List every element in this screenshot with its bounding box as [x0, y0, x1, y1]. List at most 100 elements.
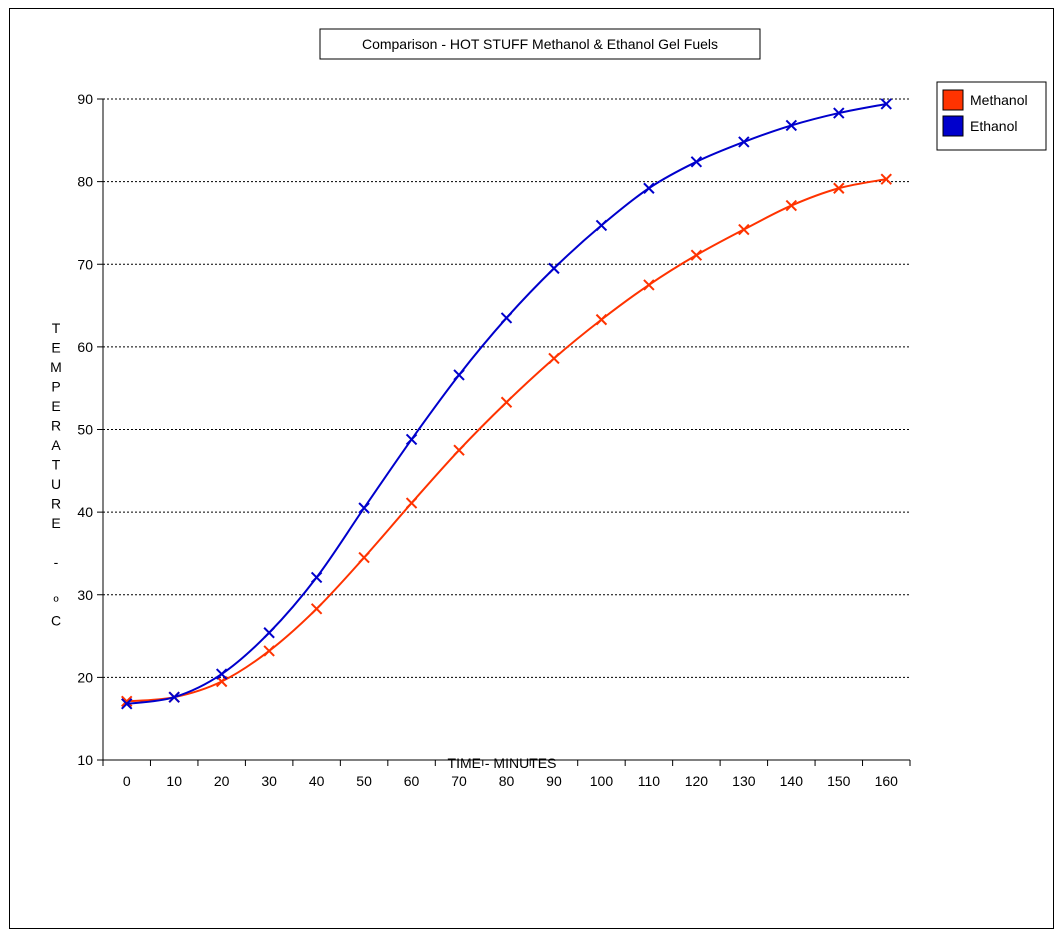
data-point-methanol [785, 199, 798, 212]
data-point-ethanol [215, 668, 228, 680]
marker-stroke [500, 312, 513, 324]
x-tick-label: 50 [356, 773, 372, 789]
marker-stroke [263, 645, 275, 657]
marker-stroke [215, 668, 228, 680]
y-tick-label: 70 [77, 256, 93, 272]
data-point-methanol [310, 603, 323, 615]
marker-stroke [453, 369, 465, 381]
data-point-ethanol [548, 262, 560, 275]
data-point-ethanol [690, 156, 703, 168]
data-point-methanol [690, 249, 703, 261]
x-tick-label: 140 [780, 773, 804, 789]
data-point-ethanol [310, 571, 323, 584]
data-point-methanol [833, 182, 845, 194]
y-axis-title-char: E [51, 340, 60, 356]
data-point-methanol [405, 497, 418, 509]
x-tick-label: 0 [123, 773, 131, 789]
marker-stroke [263, 627, 275, 639]
grid-lines [103, 98, 910, 678]
y-axis-title-char: R [51, 496, 61, 512]
x-tick-label: 20 [214, 773, 230, 789]
y-tick-label: 60 [77, 339, 93, 355]
legend-item-ethanol: Ethanol [942, 115, 1017, 137]
data-point-methanol [453, 444, 465, 456]
x-tick-labels: 0 10 20 30 40 50 60 70 80 90 100 110 120 130 140 150 160 [123, 773, 898, 789]
y-axis-title-char: E [51, 398, 60, 414]
data-point-methanol [548, 352, 560, 365]
x-tick-label: 130 [732, 773, 756, 789]
x-tick-label: 100 [590, 773, 614, 789]
y-tick-label: 50 [77, 422, 93, 438]
chart-title-box: Comparison - HOT STUFF Methanol & Ethano… [319, 28, 761, 60]
data-point-methanol [880, 173, 892, 185]
data-point-ethanol [500, 312, 513, 324]
marker-stroke [595, 313, 608, 326]
legend-item-methanol: Methanol [942, 89, 1028, 111]
marker-stroke [595, 219, 608, 232]
x-tick-label: 40 [309, 773, 325, 789]
marker-stroke [310, 603, 323, 615]
data-point-ethanol [121, 698, 133, 710]
data-point-ethanol [738, 136, 750, 148]
y-axis-title-char: - [54, 554, 59, 570]
data-point-methanol [121, 695, 133, 708]
data-point-ethanol [880, 98, 892, 110]
legend: Methanol Ethanol [936, 81, 1047, 151]
data-point-ethanol [263, 627, 275, 639]
marker-stroke [785, 119, 798, 132]
marker-stroke [405, 433, 418, 446]
marker-stroke [500, 396, 513, 408]
data-point-methanol [500, 396, 513, 408]
marker-stroke [738, 223, 750, 236]
y-axis-title-char: T [52, 320, 61, 336]
marker-stroke [121, 698, 133, 710]
series-methanol [121, 173, 892, 708]
data-point-ethanol [785, 119, 798, 132]
series-line-ethanol [126, 102, 887, 705]
marker-stroke [405, 497, 418, 509]
y-axis-title-char: R [51, 418, 61, 434]
x-tick-label: 80 [499, 773, 515, 789]
chart-frame [9, 8, 1054, 929]
y-tick-label: 40 [77, 504, 93, 520]
y-tick-label: 30 [77, 587, 93, 603]
data-point-ethanol [405, 433, 418, 446]
x-tick-label: 30 [261, 773, 277, 789]
data-point-methanol [263, 645, 275, 657]
axes [97, 98, 911, 766]
y-tick-label: 20 [77, 669, 93, 685]
data-point-ethanol [833, 107, 845, 119]
data-point-ethanol [643, 182, 655, 194]
marker-stroke [548, 262, 560, 275]
y-axis-title-char: M [50, 359, 62, 375]
data-point-methanol [358, 551, 370, 564]
y-tick-label: 10 [77, 752, 93, 768]
data-point-ethanol [358, 502, 370, 514]
series-ethanol [121, 98, 892, 710]
marker-stroke [833, 182, 845, 194]
x-axis-title: TIME - MINUTES [448, 755, 557, 771]
marker-stroke [168, 691, 180, 703]
legend-label-methanol: Methanol [970, 92, 1028, 108]
x-tick-label: 10 [166, 773, 182, 789]
y-axis-title-char: T [52, 457, 61, 473]
data-point-ethanol [453, 369, 465, 381]
y-axis-title-char: º [53, 593, 58, 609]
marker-stroke [548, 352, 560, 365]
y-tick-labels: 10 20 30 40 50 60 70 80 90 [77, 91, 93, 768]
marker-stroke [358, 502, 370, 514]
x-tick-label: 110 [638, 773, 661, 789]
series-line-methanol [126, 178, 887, 703]
x-tick-label: 120 [685, 773, 709, 789]
data-point-methanol [643, 279, 655, 291]
marker-stroke [738, 136, 750, 148]
marker-stroke [690, 156, 703, 168]
marker-stroke [358, 551, 370, 564]
data-point-methanol [595, 313, 608, 326]
y-axis-title-char: E [51, 515, 60, 531]
marker-stroke [310, 571, 323, 584]
data-point-ethanol [168, 691, 180, 703]
data-point-methanol [738, 223, 750, 236]
marker-stroke [833, 107, 845, 119]
